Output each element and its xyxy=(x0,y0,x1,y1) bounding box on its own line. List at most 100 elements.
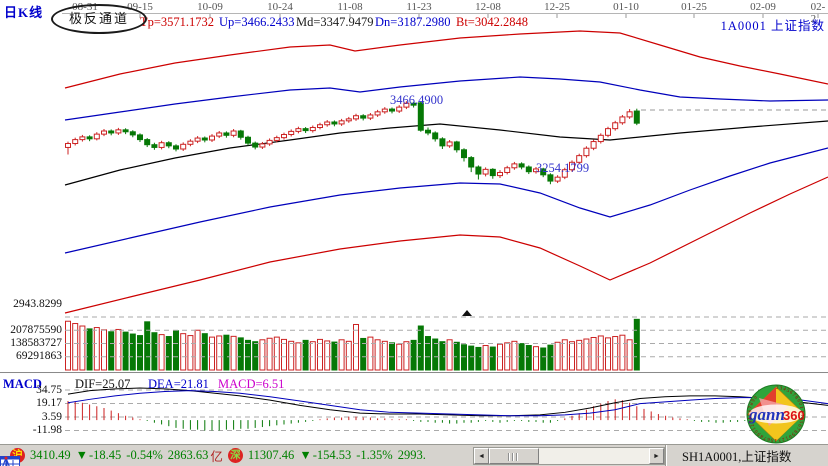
candle[interactable] xyxy=(518,163,525,168)
volume-bar[interactable] xyxy=(129,333,136,371)
candle[interactable] xyxy=(309,126,316,132)
macd-indicator-label[interactable]: MACD xyxy=(3,377,42,391)
volume-bar[interactable] xyxy=(338,339,345,371)
candle[interactable] xyxy=(338,120,345,125)
volume-bar[interactable] xyxy=(223,334,230,371)
volume-bar[interactable] xyxy=(417,325,424,371)
candle[interactable] xyxy=(381,108,388,113)
volume-bar[interactable] xyxy=(605,337,611,371)
candle[interactable] xyxy=(317,124,323,128)
scrollbar-track[interactable] xyxy=(489,447,649,464)
volume-bar[interactable] xyxy=(583,338,590,371)
candle[interactable] xyxy=(626,111,633,118)
volume-bar[interactable] xyxy=(137,335,143,371)
scroll-left-button[interactable]: ◄ xyxy=(474,447,489,464)
candle[interactable] xyxy=(173,145,179,150)
scroll-right-button[interactable]: ► xyxy=(649,447,664,464)
candle[interactable] xyxy=(468,157,475,168)
volume-bar[interactable] xyxy=(540,347,547,371)
candle[interactable] xyxy=(633,110,640,124)
candle[interactable] xyxy=(533,168,539,173)
candle[interactable] xyxy=(302,128,309,132)
candle[interactable] xyxy=(295,128,302,132)
candle[interactable] xyxy=(453,141,460,151)
candle[interactable] xyxy=(367,114,374,119)
candle[interactable] xyxy=(245,136,251,144)
volume-bar[interactable] xyxy=(209,336,215,371)
volume-bar[interactable] xyxy=(360,337,367,371)
volume-bar[interactable] xyxy=(569,341,575,371)
volume-bar[interactable] xyxy=(446,339,453,371)
volume-bar[interactable] xyxy=(612,336,619,371)
volume-bar[interactable] xyxy=(468,345,475,371)
volume-bar[interactable] xyxy=(482,345,489,371)
volume-bar[interactable] xyxy=(597,335,604,371)
volume-bar[interactable] xyxy=(345,340,352,371)
volume-bar[interactable] xyxy=(331,341,338,371)
volume-bar[interactable] xyxy=(245,339,251,371)
candle[interactable] xyxy=(165,142,172,147)
candle[interactable] xyxy=(266,139,273,145)
candle[interactable] xyxy=(187,140,194,145)
candle[interactable] xyxy=(583,147,590,157)
volume-bar[interactable] xyxy=(259,339,266,371)
volume-bar[interactable] xyxy=(144,321,151,371)
volume-bar[interactable] xyxy=(317,338,323,371)
candle[interactable] xyxy=(129,131,136,136)
candle[interactable] xyxy=(576,155,583,163)
volume-bar[interactable] xyxy=(403,341,410,371)
volume-bar[interactable] xyxy=(461,344,467,371)
volume-bar[interactable] xyxy=(194,329,201,371)
candle[interactable] xyxy=(605,128,611,136)
volume-bar[interactable] xyxy=(309,341,316,371)
candle[interactable] xyxy=(259,143,266,148)
candle[interactable] xyxy=(475,166,482,175)
volume-panel[interactable] xyxy=(0,316,828,372)
candle[interactable] xyxy=(374,111,381,116)
volume-bar[interactable] xyxy=(281,338,287,371)
volume-bar[interactable] xyxy=(173,330,179,371)
volume-bar[interactable] xyxy=(115,328,122,371)
candle[interactable] xyxy=(554,176,561,182)
period-label[interactable]: 日K线 xyxy=(4,5,44,20)
volume-bar[interactable] xyxy=(367,336,374,371)
macd-panel[interactable] xyxy=(0,377,828,443)
candle[interactable] xyxy=(281,134,287,139)
candle[interactable] xyxy=(489,168,496,177)
volume-bar[interactable] xyxy=(353,323,359,371)
volume-bar[interactable] xyxy=(410,339,417,371)
volume-bar[interactable] xyxy=(475,346,482,371)
volume-bar[interactable] xyxy=(216,335,223,371)
candle[interactable] xyxy=(353,115,359,120)
candle[interactable] xyxy=(151,144,158,148)
candle[interactable] xyxy=(410,102,417,106)
volume-bar[interactable] xyxy=(72,323,79,371)
candlestick-chart[interactable] xyxy=(0,0,828,316)
volume-bar[interactable] xyxy=(576,339,583,371)
volume-bar[interactable] xyxy=(151,332,158,371)
volume-bar[interactable] xyxy=(374,339,381,371)
candle[interactable] xyxy=(237,130,244,138)
volume-bar[interactable] xyxy=(86,328,93,371)
candle[interactable] xyxy=(389,108,395,112)
volume-bar[interactable] xyxy=(187,335,194,371)
candle[interactable] xyxy=(360,115,367,119)
candle[interactable] xyxy=(497,171,503,177)
candle[interactable] xyxy=(482,168,489,175)
volume-bar[interactable] xyxy=(79,325,86,371)
volume-bar[interactable] xyxy=(590,336,597,371)
volume-bar[interactable] xyxy=(511,340,518,371)
volume-bar[interactable] xyxy=(554,341,561,371)
candle[interactable] xyxy=(223,132,230,136)
candle[interactable] xyxy=(540,168,547,176)
volume-bar[interactable] xyxy=(439,341,446,371)
candle[interactable] xyxy=(597,134,604,143)
candle[interactable] xyxy=(619,116,626,124)
candle[interactable] xyxy=(612,122,619,130)
horizontal-scrollbar[interactable]: ◄ ► xyxy=(473,446,665,465)
volume-bar[interactable] xyxy=(525,345,532,371)
candle[interactable] xyxy=(201,137,208,141)
volume-bar[interactable] xyxy=(381,340,388,371)
candle[interactable] xyxy=(65,143,71,148)
candle[interactable] xyxy=(403,102,410,108)
